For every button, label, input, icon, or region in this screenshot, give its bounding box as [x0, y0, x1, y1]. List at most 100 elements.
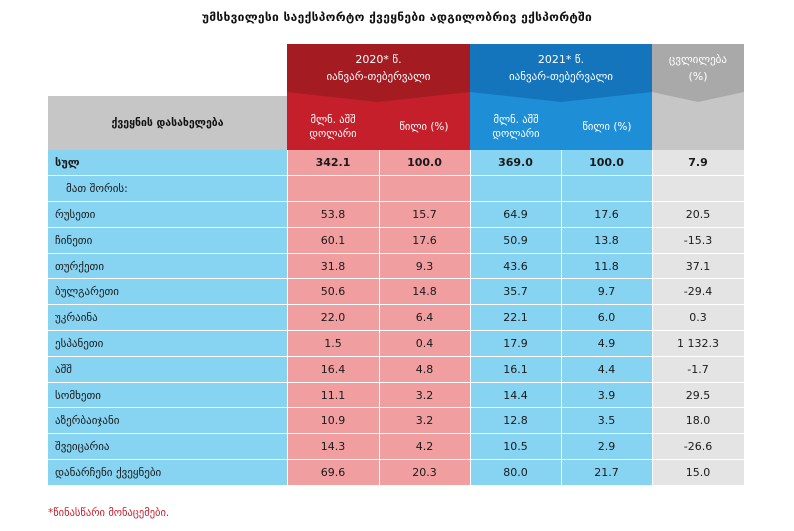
header-2020-year: 2020* წ.: [355, 53, 402, 66]
row-name: რუსეთი: [48, 201, 288, 228]
cell-2020-usd: 50.6: [287, 278, 380, 306]
cell-2021-usd: 64.9: [470, 201, 562, 228]
header-2021-year: 2021* წ.: [537, 53, 585, 66]
cell-2021-share: 13.8: [561, 227, 653, 254]
cell-2021-usd: 14.4: [470, 382, 562, 409]
cell-2020-share: 100.0: [379, 150, 471, 177]
row-name: შვეიცარია: [48, 433, 288, 461]
cell-2020-share: 0.4: [379, 330, 471, 357]
header-country-name: ქვეყნის დასახელება: [48, 96, 287, 150]
cell-change: -1.7: [652, 356, 745, 383]
cell-2021-share: 4.9: [561, 330, 653, 357]
header-2021-chevron: [470, 92, 652, 102]
cell-2021-share: 3.9: [561, 382, 653, 409]
cell-2021-usd: 12.8: [470, 407, 562, 435]
table-row: აშშ 16.4 4.8 16.1 4.4 -1.7: [48, 356, 745, 383]
cell-2021-usd: 369.0: [470, 150, 562, 177]
header-2021-usd: მლნ. აშშ დოლარი: [492, 114, 540, 140]
table-row: ესპანეთი 1.5 0.4 17.9 4.9 1 132.3: [48, 330, 745, 357]
header-2020-usd: მლნ. აშშ დოლარი: [309, 114, 357, 140]
table-row: რუსეთი 53.8 15.7 64.9 17.6 20.5: [48, 201, 745, 228]
cell-change: 20.5: [652, 201, 745, 228]
header-2020-period: იანვარ-თებერვალი: [326, 70, 431, 83]
cell-2021-usd: 10.5: [470, 433, 562, 461]
cell-2020-usd: 1.5: [287, 330, 380, 357]
cell-2020-usd: 342.1: [287, 150, 380, 177]
header-change-chevron: [652, 92, 744, 102]
row-name: სომხეთი: [48, 382, 288, 409]
cell-empty: [652, 175, 745, 203]
cell-2020-share: 15.7: [379, 201, 471, 228]
cell-change: 18.0: [652, 407, 745, 435]
header-change-label: ცვლილება: [669, 53, 727, 66]
cell-empty: [561, 175, 653, 203]
cell-2020-usd: 31.8: [287, 253, 380, 280]
header-2021-share: წილი (%): [582, 121, 632, 133]
table-row: ჩინეთი 60.1 17.6 50.9 13.8 -15.3: [48, 227, 745, 254]
cell-2020-usd: 53.8: [287, 201, 380, 228]
row-name: აშშ: [48, 356, 288, 383]
cell-2021-share: 2.9: [561, 433, 653, 461]
table-row: აზერბაიჯანი 10.9 3.2 12.8 3.5 18.0: [48, 407, 745, 435]
cell-2020-share: 17.6: [379, 227, 471, 254]
cell-2021-share: 6.0: [561, 304, 653, 332]
table-row: უკრაინა 22.0 6.4 22.1 6.0 0.3: [48, 304, 745, 332]
cell-2021-usd: 35.7: [470, 278, 562, 306]
cell-2021-usd: 43.6: [470, 253, 562, 280]
cell-empty: [287, 175, 380, 203]
cell-2020-share: 4.8: [379, 356, 471, 383]
cell-2021-share: 4.4: [561, 356, 653, 383]
table-title: უმსხვილესი საექსპორტო ქვეყნები ადგილობრი…: [201, 10, 593, 24]
cell-change: -29.4: [652, 278, 745, 306]
table-row-total: სულ 342.1 100.0 369.0 100.0 7.9: [48, 150, 745, 177]
row-name: ბულგარეთი: [48, 278, 288, 306]
table-row: დანარჩენი ქვეყნები 69.6 20.3 80.0 21.7 15.0: [48, 459, 745, 486]
cell-change: 7.9: [652, 150, 745, 177]
cell-2021-share: 11.8: [561, 253, 653, 280]
cell-2020-usd: 60.1: [287, 227, 380, 254]
cell-2020-usd: 22.0: [287, 304, 380, 332]
row-name: უკრაინა: [48, 304, 288, 332]
cell-change: 29.5: [652, 382, 745, 409]
cell-2021-usd: 22.1: [470, 304, 562, 332]
cell-2020-usd: 14.3: [287, 433, 380, 461]
cell-2020-share: 14.8: [379, 278, 471, 306]
header-2021-period: იანვარ-თებერვალი: [508, 70, 614, 83]
cell-change: -15.3: [652, 227, 745, 254]
cell-2021-usd: 50.9: [470, 227, 562, 254]
cell-2021-share: 9.7: [561, 278, 653, 306]
cell-2020-share: 20.3: [379, 459, 471, 486]
cell-2021-share: 17.6: [561, 201, 653, 228]
cell-change: 37.1: [652, 253, 745, 280]
cell-2020-share: 3.2: [379, 382, 471, 409]
cell-2020-share: 4.2: [379, 433, 471, 461]
row-name: სულ: [48, 150, 288, 177]
cell-2020-usd: 11.1: [287, 382, 380, 409]
cell-2020-usd: 69.6: [287, 459, 380, 486]
footnote: *წინასწარი მონაცემები.: [48, 507, 170, 519]
table-row-among: მათ შორის:: [48, 175, 745, 203]
row-name: ჩინეთი: [48, 227, 288, 254]
header-change-unit: (%): [688, 70, 708, 83]
header-2021-group: 2021* წ. იანვარ-თებერვალი მლნ. აშშ დოლარი…: [470, 44, 652, 150]
row-name: თურქეთი: [48, 253, 288, 280]
header-change-group: ცვლილება (%): [652, 44, 744, 150]
cell-empty: [470, 175, 562, 203]
cell-change: 15.0: [652, 459, 745, 486]
cell-2021-usd: 17.9: [470, 330, 562, 357]
row-name: დანარჩენი ქვეყნები: [48, 459, 288, 486]
cell-2021-share: 100.0: [561, 150, 653, 177]
cell-change: 0.3: [652, 304, 745, 332]
table-row: შვეიცარია 14.3 4.2 10.5 2.9 -26.6: [48, 433, 745, 461]
cell-2020-share: 9.3: [379, 253, 471, 280]
export-table: სულ 342.1 100.0 369.0 100.0 7.9 მათ შორი…: [48, 150, 745, 486]
cell-2021-usd: 16.1: [470, 356, 562, 383]
cell-2021-share: 21.7: [561, 459, 653, 486]
row-name: მათ შორის:: [48, 175, 288, 203]
header-country-name-label: ქვეყნის დასახელება: [111, 117, 224, 129]
cell-change: -26.6: [652, 433, 745, 461]
cell-2020-usd: 16.4: [287, 356, 380, 383]
row-name: აზერბაიჯანი: [48, 407, 288, 435]
row-name: ესპანეთი: [48, 330, 288, 357]
cell-2021-usd: 80.0: [470, 459, 562, 486]
